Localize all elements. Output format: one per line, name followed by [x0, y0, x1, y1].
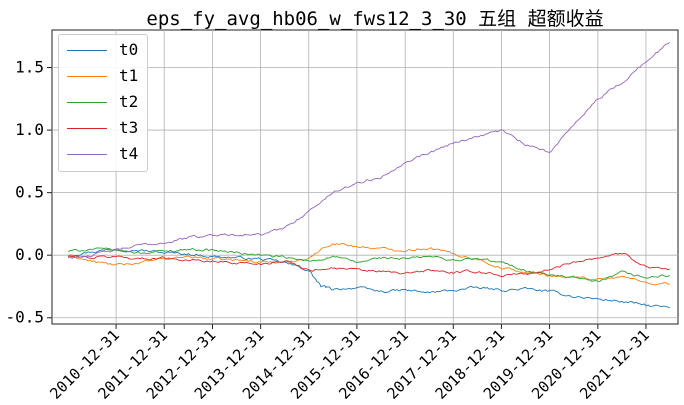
legend-swatch: [67, 154, 107, 155]
y-tick-label: -0.5: [5, 308, 44, 327]
series-line-t1: [67, 242, 670, 286]
y-tick-label: 0.0: [15, 245, 44, 264]
legend-label: t0: [119, 40, 139, 59]
legend-item-t2: t2: [59, 89, 147, 115]
series-line-t2: [67, 247, 671, 282]
chart-title: eps_fy_avg_hb06_w_fws12_3_30 五组 超额收益: [146, 8, 604, 30]
legend-item-t4: t4: [59, 141, 147, 167]
plot-frame: [51, 29, 679, 325]
legend: t0 t1 t2 t3 t4: [58, 34, 148, 172]
series-line-t4: [68, 42, 671, 259]
legend-item-t1: t1: [59, 63, 147, 89]
legend-item-t0: t0: [59, 37, 147, 63]
legend-label: t3: [119, 118, 139, 137]
legend-swatch: [67, 102, 107, 103]
legend-item-t3: t3: [59, 115, 147, 141]
legend-label: t1: [119, 66, 139, 85]
legend-swatch: [67, 76, 107, 77]
y-tick-label: 1.0: [15, 120, 44, 139]
grid-lines: [52, 30, 678, 324]
series-line-t0: [68, 248, 670, 309]
legend-swatch: [67, 128, 107, 129]
legend-label: t4: [119, 144, 139, 163]
series-lines: [67, 42, 671, 309]
legend-swatch: [67, 50, 107, 51]
y-axis-ticks: -0.5 0.0 0.5 1.0 1.5: [5, 58, 52, 327]
x-axis-ticks: 2010-12-312011-12-312012-12-312013-12-31…: [46, 324, 653, 403]
series-line-t3: [67, 252, 670, 277]
legend-label: t2: [119, 92, 139, 111]
y-tick-label: 1.5: [15, 58, 44, 77]
y-tick-label: 0.5: [15, 183, 44, 202]
